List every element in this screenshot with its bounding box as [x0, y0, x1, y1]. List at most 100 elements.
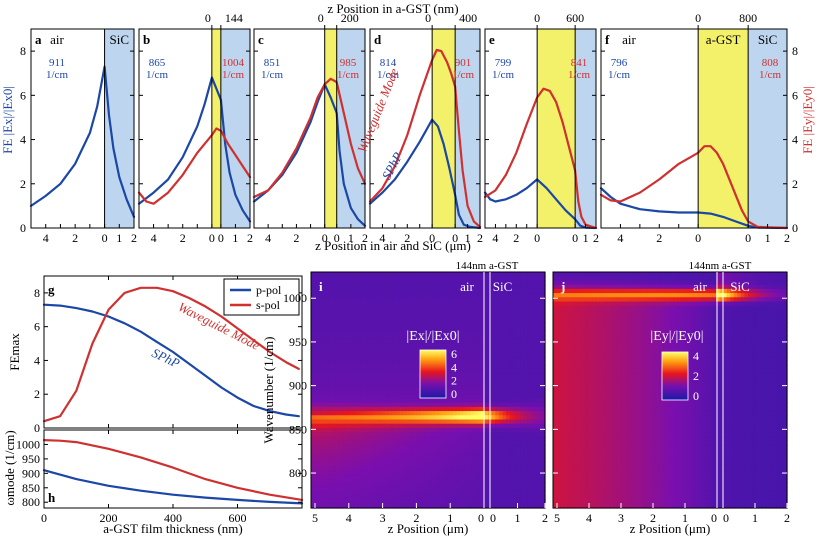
heatmap-cell — [467, 272, 472, 277]
heatmap-cell — [491, 293, 496, 298]
heatmap-cell — [385, 322, 390, 328]
heatmap-cell — [350, 465, 355, 471]
heatmap-cell — [530, 301, 535, 307]
heatmap-cell — [318, 343, 323, 349]
heatmap-cell — [367, 343, 372, 349]
heatmap-cell — [474, 335, 479, 341]
heatmap-cell — [523, 390, 528, 395]
heatmap-cell — [513, 381, 518, 387]
heatmap-cell — [627, 322, 632, 328]
heatmap-cell — [459, 503, 465, 509]
heatmap-cell — [670, 272, 675, 277]
heatmap-cell — [498, 465, 504, 471]
heatmap-cell — [364, 335, 369, 341]
heatmap-cell — [772, 347, 777, 353]
heatmap-cell — [381, 449, 387, 454]
heatmap-cell — [367, 453, 372, 459]
heatmap-cell — [357, 314, 362, 319]
heatmap-cell — [516, 423, 521, 429]
heatmap-cell — [311, 411, 316, 416]
heatmap-cell — [406, 368, 411, 374]
heatmap-cell — [346, 288, 351, 294]
heatmap-cell — [470, 305, 475, 311]
heatmap-cell — [417, 364, 422, 370]
heatmap-cell — [328, 495, 333, 501]
heatmap-cell — [328, 368, 333, 374]
heatmap-cell — [342, 415, 348, 421]
heatmap-cell — [392, 322, 397, 328]
heatmap-cell — [346, 457, 351, 463]
heatmap-cell — [417, 465, 422, 471]
heatmap-cell — [364, 381, 369, 387]
heatmap-cell — [527, 402, 532, 408]
heatmap-cell — [470, 377, 475, 383]
heatmap-cell — [438, 326, 443, 332]
heatmap-cell — [311, 390, 316, 395]
heatmap-cell — [335, 402, 340, 408]
heatmap-cell — [470, 272, 475, 277]
heatmap-cell — [520, 352, 525, 357]
heatmap-cell — [353, 360, 358, 366]
heatmap-cell — [364, 360, 369, 366]
heatmap-cell — [378, 402, 383, 408]
heatmap-cell — [645, 284, 650, 290]
heatmap-cell — [762, 339, 767, 345]
heatmap-cell — [328, 411, 333, 416]
heatmap-cell — [449, 419, 454, 425]
heatmap-cell — [698, 347, 703, 353]
heatmap-cell — [385, 331, 390, 336]
heatmap-cell — [449, 377, 454, 383]
heatmap-cell — [385, 482, 390, 488]
heatmap-cell — [484, 301, 489, 307]
heatmap-cell — [537, 423, 543, 429]
heatmap-cell — [655, 301, 660, 307]
heatmap-cell — [595, 322, 600, 328]
heatmap-cell — [772, 284, 777, 290]
heatmap-cell — [652, 305, 657, 311]
heatmap-cell — [694, 318, 699, 324]
heatmap-cell — [371, 297, 376, 303]
heatmap-cell — [481, 486, 486, 492]
heatmap-cell — [406, 272, 411, 277]
heatmap-cell — [389, 373, 394, 378]
heatmap-cell — [459, 432, 465, 437]
heatmap-cell — [474, 280, 479, 286]
heatmap-cell — [438, 495, 443, 501]
heatmap-cell — [403, 373, 408, 378]
heatmap-cell — [449, 343, 454, 349]
heatmap-i — [311, 272, 546, 509]
heatmap-cell — [350, 491, 355, 496]
heatmap-cell — [431, 398, 436, 404]
heatmap-cell — [776, 280, 781, 286]
heatmap-cell — [342, 352, 348, 357]
heatmap-cell — [481, 491, 486, 496]
heatmap-cell — [648, 276, 653, 282]
heatmap-cell — [403, 297, 408, 303]
heatmap-cell — [318, 432, 323, 437]
heatmap-cell — [342, 360, 348, 366]
heatmap-cell — [684, 331, 689, 336]
heatmap-cell — [371, 322, 376, 328]
heatmap-cell — [420, 427, 426, 433]
heatmap-cell — [353, 465, 358, 471]
heatmap-cell — [385, 301, 390, 307]
heatmap-cell — [563, 314, 568, 319]
heatmap-cell — [694, 288, 699, 294]
heatmap-cell — [417, 347, 422, 353]
heatmap-cell — [719, 326, 724, 332]
heatmap-cell — [530, 364, 535, 370]
heatmap-cell — [726, 288, 731, 294]
heatmap-cell — [328, 478, 333, 484]
heatmap-cell — [666, 326, 671, 332]
heatmap-cell — [645, 272, 650, 277]
heatmap-cell — [360, 427, 365, 433]
heatmap-cell — [719, 276, 724, 282]
heatmap-cell — [452, 322, 457, 328]
heatmap-cell — [428, 495, 433, 501]
heatmap-cell — [484, 288, 489, 294]
heatmap-cell — [360, 398, 365, 404]
heatmap-cell — [513, 314, 518, 319]
heatmap-cell — [385, 449, 390, 454]
heatmap-cell — [389, 495, 394, 501]
heatmap-cell — [318, 394, 323, 400]
